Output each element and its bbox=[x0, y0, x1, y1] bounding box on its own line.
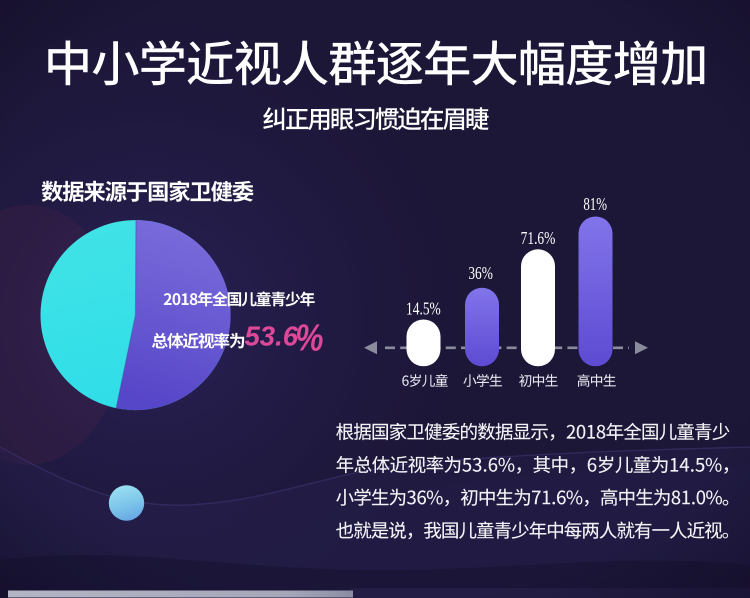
svg-text:71.6%: 71.6% bbox=[521, 228, 556, 248]
svg-text:53.6: 53.6 bbox=[245, 321, 299, 352]
svg-text:%: % bbox=[295, 317, 323, 359]
svg-text:36%: 36% bbox=[468, 263, 493, 283]
svg-text:14.5%: 14.5% bbox=[406, 299, 441, 319]
svg-text:81%: 81% bbox=[583, 194, 607, 214]
